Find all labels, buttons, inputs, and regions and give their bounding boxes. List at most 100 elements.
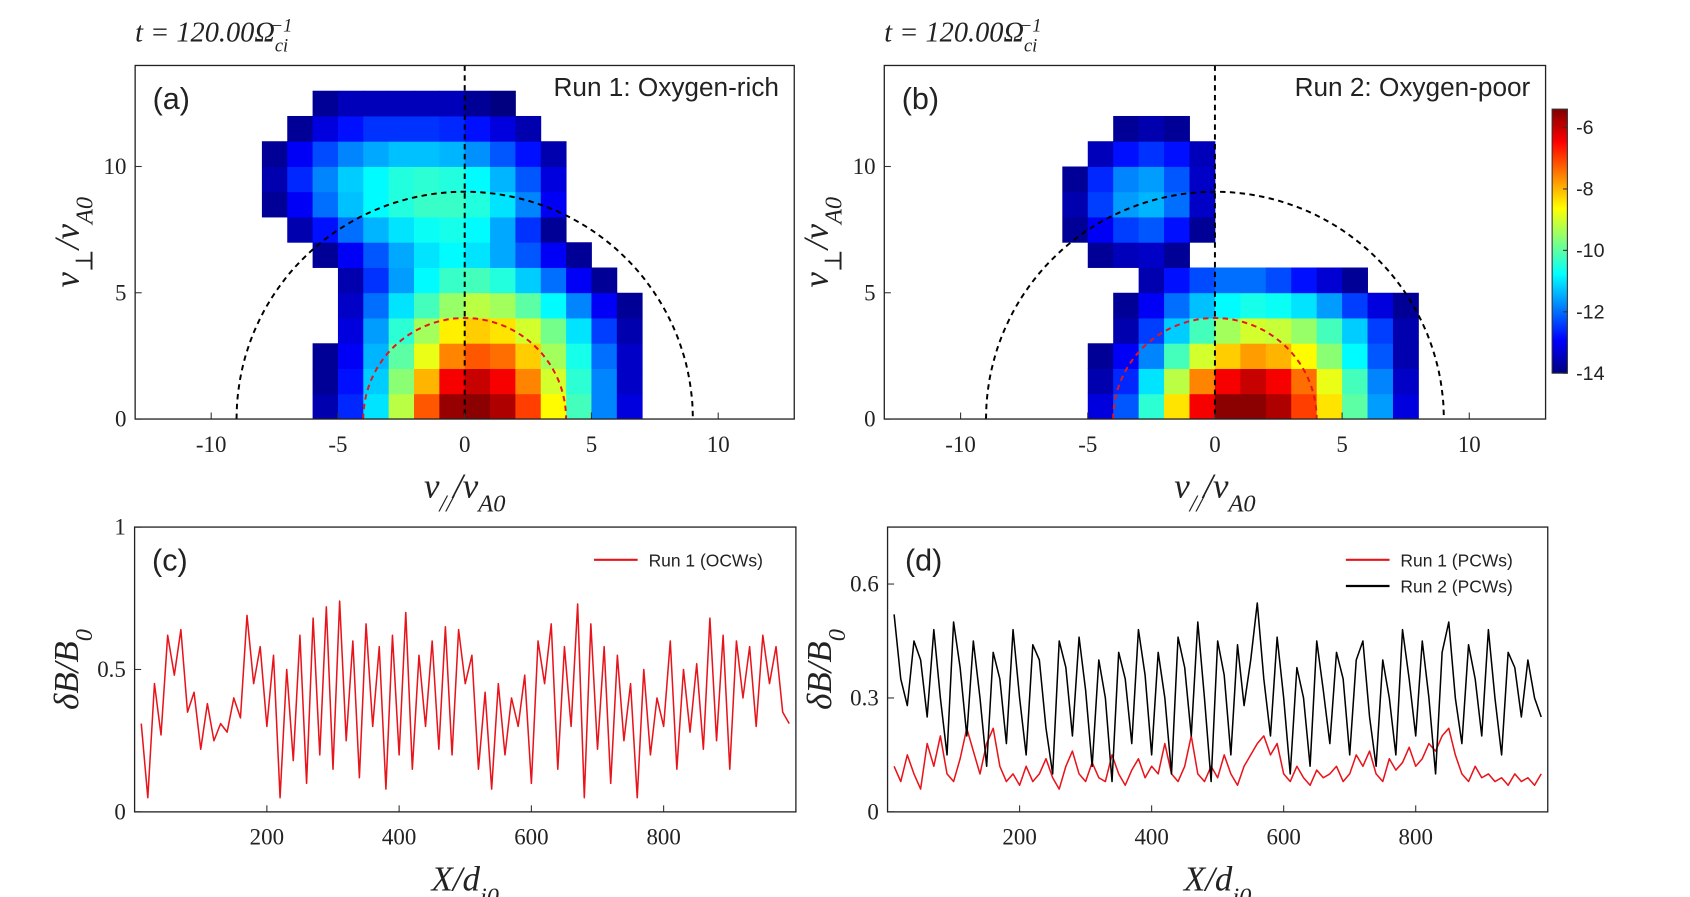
y-axis-label-part: δB/B — [800, 641, 839, 710]
y-tick-label: 5 — [864, 280, 875, 305]
heatmap-cell — [515, 242, 542, 268]
heatmap-cell — [1342, 393, 1368, 420]
heatmap-cell — [1189, 217, 1216, 243]
heatmap-cell — [1240, 368, 1267, 395]
y-axis-label-part: v — [47, 272, 86, 288]
heatmap-cell — [540, 141, 567, 167]
heatmap-cell — [1367, 292, 1394, 319]
heatmap-cell — [464, 242, 491, 268]
heatmap-cell — [414, 115, 440, 142]
heatmap-cell — [363, 318, 390, 344]
heatmap-cell — [312, 90, 339, 117]
x-tick-label: 200 — [1002, 825, 1036, 850]
x-tick-label: 800 — [646, 825, 680, 850]
heatmap-cell — [616, 318, 643, 344]
x-axis-label-part: X/d — [429, 859, 480, 897]
heatmap-cell — [1265, 292, 1292, 319]
heatmap-cell — [1214, 318, 1241, 344]
heatmap-cell — [439, 267, 466, 294]
heatmap-cell — [1214, 368, 1241, 395]
heatmap-cell — [1342, 267, 1368, 294]
heatmap-cell — [1342, 368, 1368, 395]
heatmap-cell — [388, 90, 415, 117]
heatmap-cell — [1291, 267, 1318, 294]
heatmap-cell — [1138, 242, 1165, 268]
heatmap-cell — [363, 90, 390, 117]
y-tick-label: 0 — [115, 407, 126, 432]
heatmap-cell — [312, 141, 339, 167]
heatmap-cell — [414, 90, 440, 117]
heatmap-cell — [1113, 217, 1140, 243]
heatmap-cell — [337, 343, 364, 369]
x-tick-label: 400 — [382, 825, 416, 850]
heatmap-cell — [388, 115, 415, 142]
x-axis-label-part: A0 — [1227, 490, 1256, 517]
x-axis-label-part: v — [1174, 467, 1190, 506]
heatmap-cell — [1164, 242, 1190, 268]
heatmap-cell — [515, 267, 542, 294]
heatmap-cell — [490, 292, 516, 319]
heatmap-cell — [464, 141, 491, 167]
heatmap-cell — [414, 368, 440, 395]
heatmap-cell — [1240, 292, 1267, 319]
heatmap-cell — [1342, 292, 1368, 319]
plot-frame — [883, 64, 1547, 420]
heatmap-cell — [1113, 141, 1140, 167]
plot-frame — [134, 64, 795, 420]
series-line — [140, 600, 790, 799]
y-axis-label-part: 0 — [823, 629, 850, 641]
heatmap-cell — [414, 267, 440, 294]
heatmap-cell — [337, 191, 364, 218]
x-axis-label-part: A0 — [476, 490, 505, 517]
x-tick-label: 0 — [1209, 432, 1220, 457]
series-line — [893, 602, 1542, 783]
heatmap-cell — [515, 292, 542, 319]
x-axis-label: X/di0 — [429, 859, 499, 897]
run-label: Run 1: Oxygen-rich — [554, 72, 779, 102]
heatmap-cell — [490, 267, 516, 294]
heatmap-cell — [490, 368, 516, 395]
x-axis-label-part: v — [424, 467, 440, 506]
y-axis-label: δB/B0 — [800, 629, 850, 710]
y-axis-label: δB/B0 — [47, 629, 97, 710]
heatmap-cell — [1138, 115, 1165, 142]
heatmap-cell — [414, 166, 440, 193]
x-tick-label: -5 — [1078, 432, 1097, 457]
time-text: t = 120.00Ω — [884, 17, 1024, 48]
heatmap-cell — [490, 141, 516, 167]
y-tick-label: 5 — [115, 280, 126, 305]
heatmap-cell — [1392, 368, 1419, 395]
y-tick-label: 0 — [867, 800, 878, 825]
y-axis-label-part: A0 — [71, 197, 98, 226]
heatmap-cell — [591, 267, 618, 294]
heatmap-cell — [1189, 267, 1216, 294]
heatmap-cell — [1392, 393, 1419, 420]
x-axis-label-part: // — [437, 490, 455, 517]
heatmap-cell — [337, 318, 364, 344]
heatmap-cell — [515, 191, 542, 218]
heatmap-cell — [1189, 141, 1216, 167]
heatmap-cell — [1316, 343, 1343, 369]
heatmap-cell — [1367, 393, 1394, 420]
heatmap-cell — [464, 343, 491, 369]
plot-frame — [133, 526, 797, 813]
heatmap-cell — [616, 393, 643, 420]
heatmap-cell — [1113, 393, 1140, 420]
heatmap-cell — [312, 191, 339, 218]
heatmap-cell — [540, 267, 567, 294]
heatmap-cell — [388, 217, 415, 243]
heatmap-cell — [1316, 318, 1343, 344]
heatmap-cell — [616, 292, 643, 319]
heatmap-cell — [1189, 166, 1216, 193]
heatmap-cell — [1164, 115, 1190, 142]
run-label: Run 2: Oxygen-poor — [1295, 72, 1531, 102]
heatmap-cell — [464, 292, 491, 319]
legend-label: Run 1 (PCWs) — [1400, 550, 1512, 570]
panel-label: (c) — [152, 544, 188, 578]
x-tick-label: 200 — [250, 825, 284, 850]
heatmap-cell — [566, 242, 592, 268]
x-tick-label: -5 — [328, 432, 347, 457]
heatmap-cell — [388, 191, 415, 218]
heatmap-cell — [515, 393, 542, 420]
